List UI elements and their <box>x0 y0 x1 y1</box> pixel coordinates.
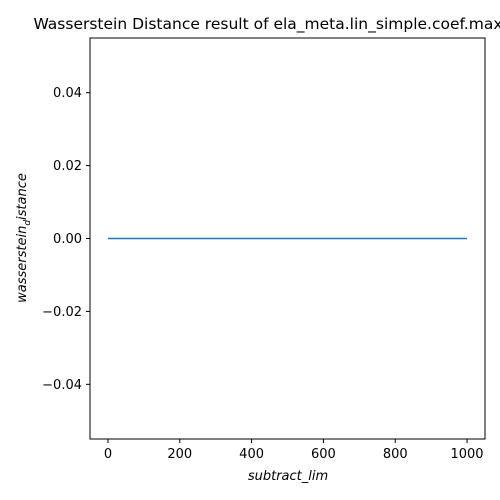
y-tick-label: 0.04 <box>53 86 82 101</box>
x-tick-label: 1000 <box>450 447 483 462</box>
y-axis-label: wassersteindistance <box>15 173 33 303</box>
y-tick-label: −0.04 <box>42 378 82 393</box>
x-tick-label: 400 <box>239 447 264 462</box>
y-tick-label: 0.00 <box>53 232 82 247</box>
y-tick-label: 0.02 <box>53 159 82 174</box>
plot-area <box>89 37 486 440</box>
chart-title: Wasserstein Distance result of ela_meta.… <box>33 15 500 34</box>
y-axis-label-rest: istance <box>15 173 30 220</box>
x-tick-label: 200 <box>167 447 192 462</box>
y-axis: 0.04 0.02 0.00 −0.02 −0.04 <box>42 86 90 393</box>
y-tick-label: −0.02 <box>42 305 82 320</box>
x-axis: 0 200 400 600 800 1000 <box>104 439 484 462</box>
x-tick-label: 800 <box>383 447 408 462</box>
y-axis-label-base: wasserstein <box>15 226 30 303</box>
x-tick-label: 0 <box>104 447 112 462</box>
y-axis-label-sub: d <box>23 220 33 226</box>
x-axis-label: subtract_lim <box>248 469 328 484</box>
x-tick-label: 600 <box>311 447 336 462</box>
